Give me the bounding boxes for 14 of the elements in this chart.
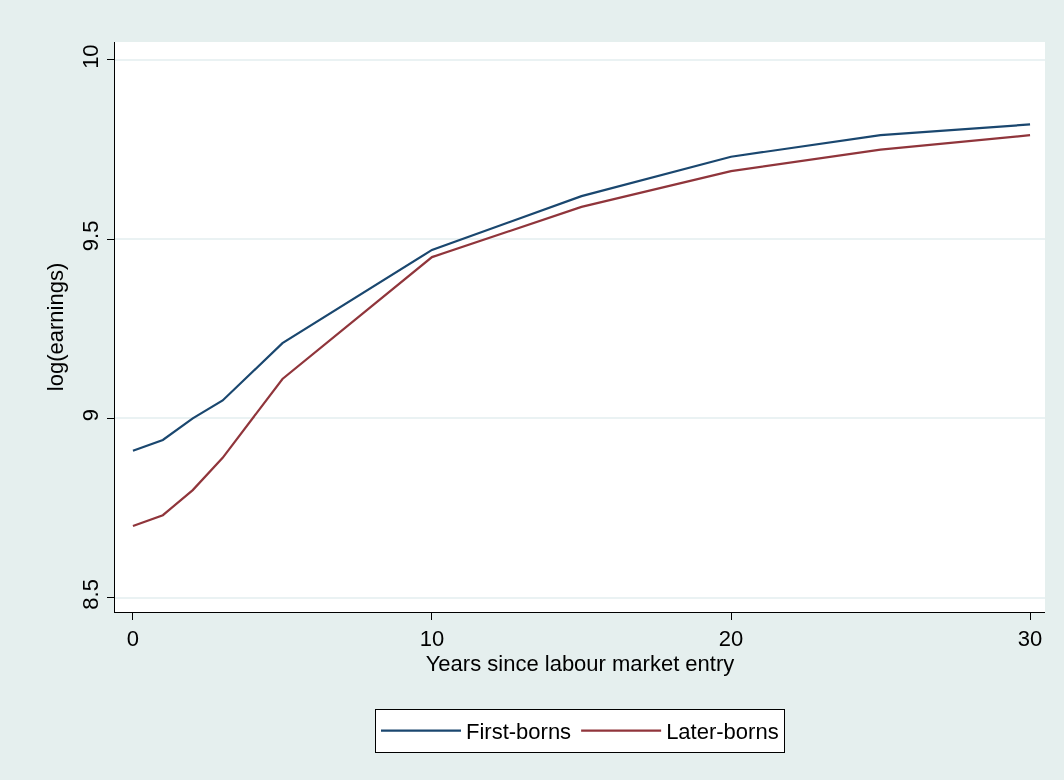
legend-label: Later-borns [666, 719, 779, 745]
x-tick-label: 20 [718, 626, 744, 652]
x-tick-label: 10 [419, 626, 445, 652]
y-axis-title: log(earnings) [43, 262, 68, 392]
y-tick-label: 8.5 [78, 579, 104, 610]
y-tick-label: 9.5 [78, 220, 104, 252]
line-series [131, 134, 1032, 528]
y-tick-label: 10 [78, 44, 104, 69]
x-tick-label: 0 [126, 626, 140, 652]
x-tick-label: 30 [1017, 626, 1043, 652]
line-series [131, 123, 1032, 452]
x-axis-title: Years since labour market entry [425, 651, 735, 677]
legend-label: First-borns [466, 719, 572, 745]
y-tick-label: 9 [78, 409, 104, 422]
